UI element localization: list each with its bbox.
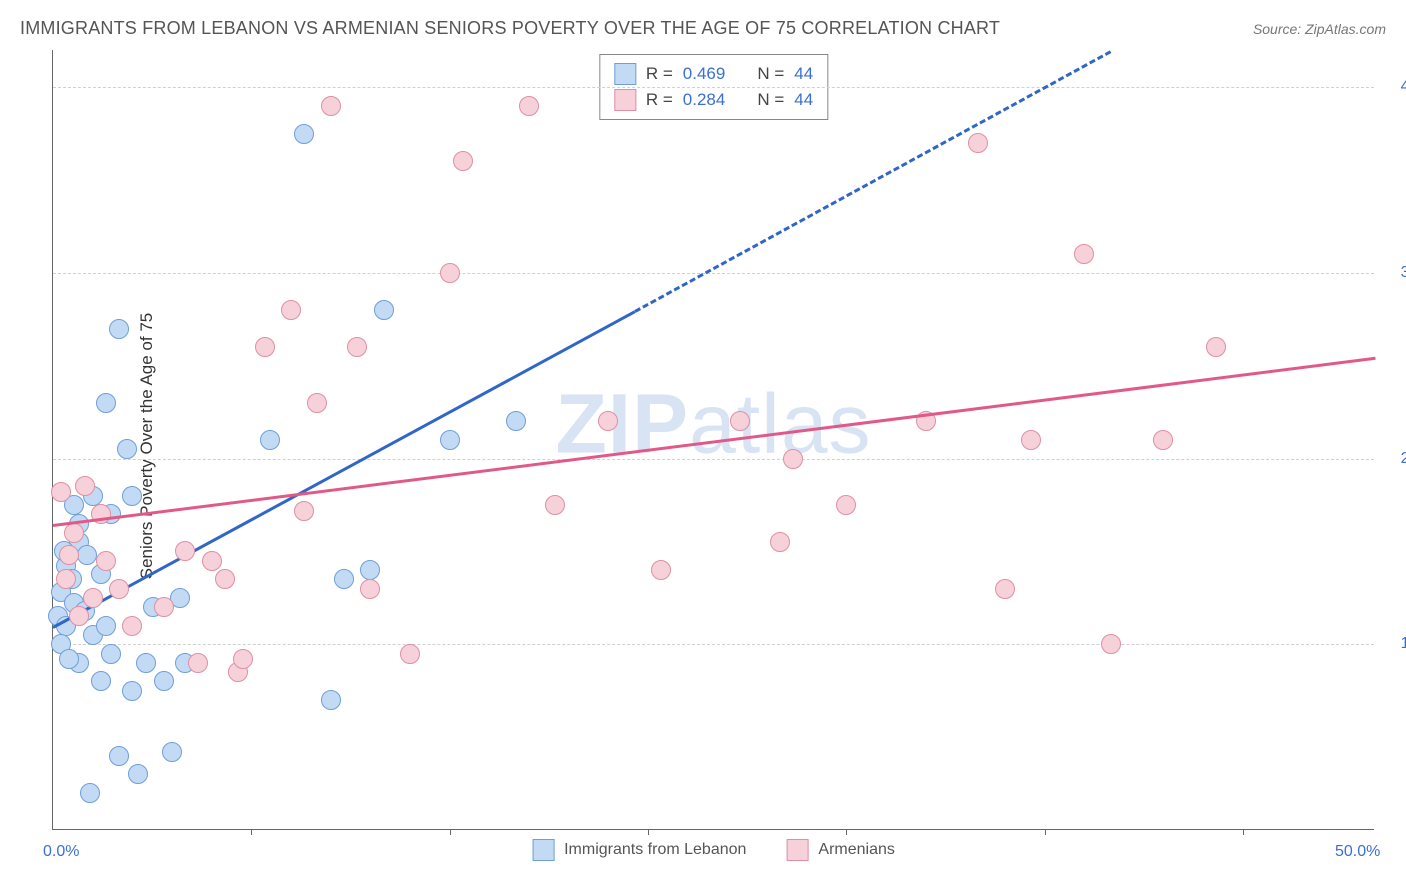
y-tick-label: 10.0%	[1401, 635, 1406, 653]
data-point	[1074, 244, 1094, 264]
gridline	[53, 273, 1374, 274]
legend-swatch-icon	[786, 839, 808, 861]
x-tick	[251, 829, 252, 835]
data-point	[109, 579, 129, 599]
trend-line	[53, 356, 1375, 526]
legend-item-series-1: Immigrants from Lebanon	[532, 839, 746, 861]
data-point	[59, 545, 79, 565]
legend-row-series-2: R = 0.284 N = 44	[614, 87, 813, 113]
data-point	[91, 671, 111, 691]
data-point	[128, 764, 148, 784]
gridline	[53, 87, 1374, 88]
data-point	[101, 644, 121, 664]
data-point	[334, 569, 354, 589]
data-point	[202, 551, 222, 571]
data-point	[136, 653, 156, 673]
data-point	[64, 523, 84, 543]
data-point	[1101, 634, 1121, 654]
data-point	[770, 532, 790, 552]
data-point	[360, 579, 380, 599]
data-point	[109, 319, 129, 339]
data-point	[51, 482, 71, 502]
data-point	[96, 393, 116, 413]
data-point	[651, 560, 671, 580]
data-point	[440, 430, 460, 450]
scatter-plot: ZIPatlas R = 0.469 N = 44 R = 0.284 N = …	[52, 50, 1374, 830]
data-point	[598, 411, 618, 431]
data-point	[360, 560, 380, 580]
data-point	[730, 411, 750, 431]
data-point	[122, 486, 142, 506]
x-tick	[648, 829, 649, 835]
y-tick-label: 20.0%	[1401, 450, 1406, 468]
x-tick-label: 0.0%	[43, 843, 79, 861]
legend-item-series-2: Armenians	[786, 839, 894, 861]
data-point	[122, 616, 142, 636]
gridline	[53, 644, 1374, 645]
data-point	[321, 690, 341, 710]
data-point	[215, 569, 235, 589]
data-point	[188, 653, 208, 673]
data-point	[154, 597, 174, 617]
data-point	[260, 430, 280, 450]
data-point	[1153, 430, 1173, 450]
data-point	[162, 742, 182, 762]
x-tick-label: 50.0%	[1335, 843, 1380, 861]
data-point	[836, 495, 856, 515]
data-point	[77, 545, 97, 565]
x-tick	[1243, 829, 1244, 835]
data-point	[154, 671, 174, 691]
legend-swatch-icon	[532, 839, 554, 861]
data-point	[374, 300, 394, 320]
data-point	[995, 579, 1015, 599]
data-point	[117, 439, 137, 459]
gridline	[53, 459, 1374, 460]
x-tick	[1045, 829, 1046, 835]
data-point	[59, 649, 79, 669]
data-point	[96, 616, 116, 636]
data-point	[294, 124, 314, 144]
data-point	[347, 337, 367, 357]
data-point	[968, 133, 988, 153]
source-credit: Source: ZipAtlas.com	[1253, 21, 1386, 37]
legend-swatch-icon	[614, 63, 636, 85]
legend-row-series-1: R = 0.469 N = 44	[614, 61, 813, 87]
data-point	[1021, 430, 1041, 450]
data-point	[281, 300, 301, 320]
data-point	[400, 644, 420, 664]
legend-swatch-icon	[614, 89, 636, 111]
y-tick-label: 30.0%	[1401, 264, 1406, 282]
data-point	[453, 151, 473, 171]
data-point	[96, 551, 116, 571]
data-point	[1206, 337, 1226, 357]
series-legend: Immigrants from Lebanon Armenians	[532, 839, 895, 861]
data-point	[80, 783, 100, 803]
data-point	[233, 649, 253, 669]
data-point	[122, 681, 142, 701]
data-point	[440, 263, 460, 283]
data-point	[255, 337, 275, 357]
data-point	[783, 449, 803, 469]
data-point	[69, 606, 89, 626]
data-point	[321, 96, 341, 116]
y-tick-label: 40.0%	[1401, 78, 1406, 96]
data-point	[109, 746, 129, 766]
x-tick	[450, 829, 451, 835]
data-point	[83, 588, 103, 608]
data-point	[307, 393, 327, 413]
x-tick	[846, 829, 847, 835]
data-point	[175, 541, 195, 561]
chart-title: IMMIGRANTS FROM LEBANON VS ARMENIAN SENI…	[20, 18, 1000, 39]
data-point	[545, 495, 565, 515]
data-point	[506, 411, 526, 431]
data-point	[56, 569, 76, 589]
data-point	[75, 476, 95, 496]
data-point	[519, 96, 539, 116]
data-point	[294, 501, 314, 521]
